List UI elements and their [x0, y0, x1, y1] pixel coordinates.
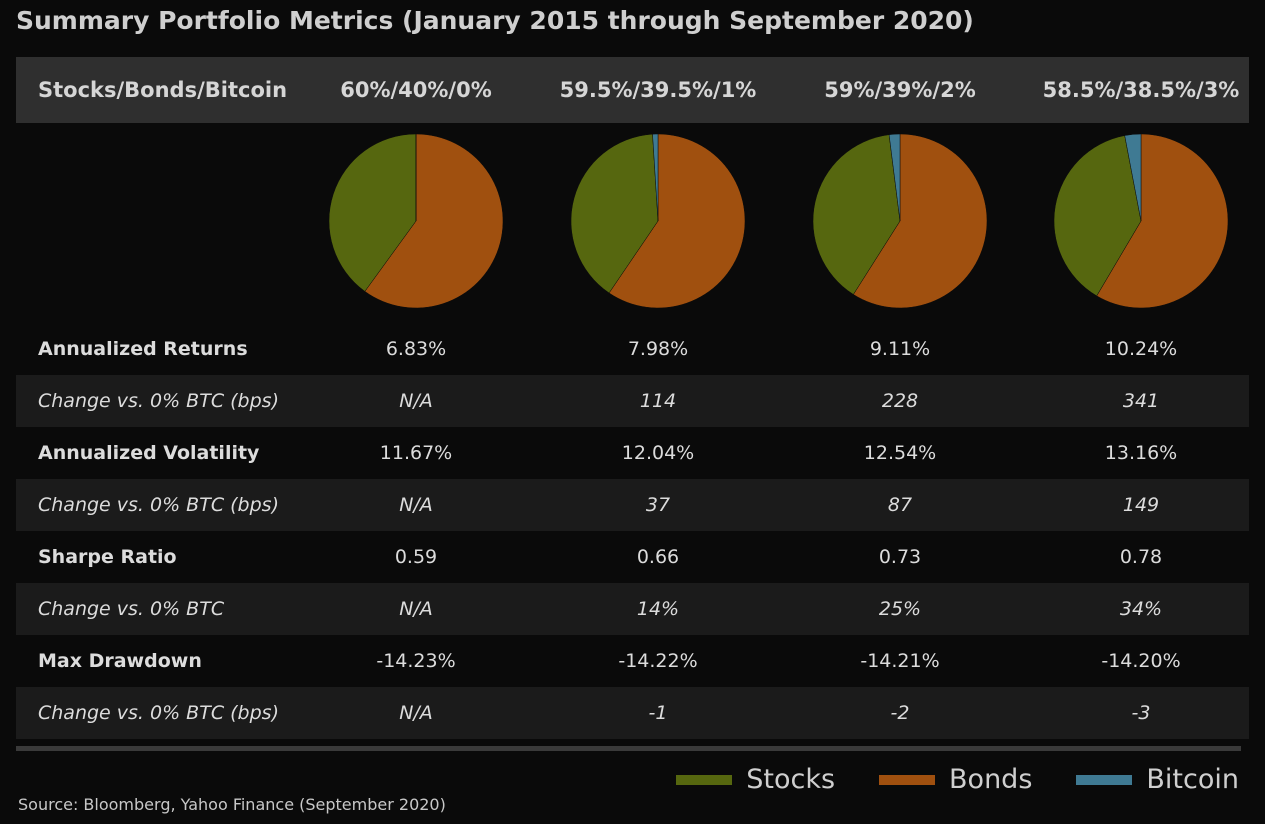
pie-row — [16, 123, 1249, 323]
legend-item: Bitcoin — [1076, 764, 1239, 795]
cell-value: 87 — [887, 494, 913, 516]
cell-value: 12.04% — [621, 442, 695, 464]
cell-value: 59.5%/39.5%/1% — [559, 78, 757, 102]
legend-item: Stocks — [676, 764, 835, 795]
metric-row: Sharpe Ratio 0.59 0.66 0.73 0.78 — [16, 531, 1249, 583]
cell-value: 12.54% — [863, 442, 937, 464]
cell-value: 0.66 — [636, 546, 680, 568]
cell-value: 0.78 — [1119, 546, 1163, 568]
legend-swatch — [676, 774, 733, 785]
cell-value: 58.5%/38.5%/3% — [1042, 78, 1240, 102]
metrics-table: Stocks/Bonds/Bitcoin 60%/40%/0% 59.5%/39.5… — [16, 57, 1249, 739]
cell-value: N/A — [399, 390, 433, 412]
cell-value: -14.22% — [618, 650, 698, 672]
row-label: Stocks/Bonds/Bitcoin — [38, 78, 288, 102]
cell-value: -14.21% — [860, 650, 940, 672]
pie-slice — [812, 134, 901, 295]
cell-value: 149 — [1122, 494, 1160, 516]
header-row: Stocks/Bonds/Bitcoin 60%/40%/0% 59.5%/39.5… — [16, 57, 1249, 123]
cell-value: -14.23% — [376, 650, 456, 672]
pie-slice — [328, 133, 417, 292]
cell-value: -3 — [1131, 702, 1151, 724]
cell-value: 60%/40%/0% — [340, 78, 492, 102]
legend-swatch — [1076, 774, 1133, 785]
pie-slice — [853, 133, 988, 309]
cell-value: 11.67% — [379, 442, 453, 464]
metric-row: Max Drawdown -14.23% -14.22% -14.21% -14.20% — [16, 635, 1249, 687]
pie-slice — [1053, 135, 1142, 297]
metric-row: Annualized Returns 6.83% 7.98% 9.11% 10.24% — [16, 323, 1249, 375]
title: Summary Portfolio Metrics (January 2015 … — [16, 6, 974, 35]
cell-value: -2 — [890, 702, 910, 724]
cell-value: 341 — [1122, 390, 1160, 412]
row-label: Max Drawdown — [38, 650, 202, 672]
pie-slice — [652, 133, 659, 222]
cell-value: 37 — [645, 494, 671, 516]
row-label: Change vs. 0% BTC — [38, 598, 225, 620]
metric-row: Annualized Volatility 11.67% 12.04% 12.54% 1… — [16, 427, 1249, 479]
cell-value: N/A — [399, 702, 433, 724]
cell-value: 7.98% — [627, 338, 689, 360]
cell-value: 14% — [636, 598, 680, 620]
cell-value: 0.73 — [878, 546, 922, 568]
metric-row: Change vs. 0% BTC (bps) N/A 114 228 341 — [16, 375, 1249, 427]
pie-charts — [328, 133, 1229, 309]
cell-value: 9.11% — [869, 338, 931, 360]
cell-value: -14.20% — [1101, 650, 1181, 672]
pie-slice — [608, 133, 746, 309]
row-label: Annualized Volatility — [38, 442, 260, 464]
row-label: Change vs. 0% BTC (bps) — [38, 494, 279, 516]
cell-value: 114 — [639, 390, 677, 412]
pie-slice — [1124, 133, 1142, 222]
cell-value: 59%/39%/2% — [824, 78, 976, 102]
cell-value: 6.83% — [385, 338, 447, 360]
divider — [16, 746, 1241, 751]
row-label: Annualized Returns — [38, 338, 248, 360]
cell-value: N/A — [399, 494, 433, 516]
cell-value: 25% — [878, 598, 922, 620]
cell-value: 10.24% — [1104, 338, 1178, 360]
cell-value: 34% — [1119, 598, 1163, 620]
legend-label: Stocks — [746, 764, 836, 795]
legend-label: Bonds — [949, 764, 1033, 795]
source-note: Source: Bloomberg, Yahoo Finance (Septem… — [18, 795, 446, 814]
metric-row: Change vs. 0% BTC N/A 14% 25% 34% — [16, 583, 1249, 635]
legend-item: Bonds — [879, 764, 1032, 795]
metric-row: Change vs. 0% BTC (bps) N/A -1 -2 -3 — [16, 687, 1249, 739]
pie-slice — [570, 133, 659, 294]
legend: Stocks Bonds Bitcoin — [676, 764, 1239, 795]
cell-value: -1 — [648, 702, 668, 724]
cell-value: 13.16% — [1104, 442, 1178, 464]
metric-row: Change vs. 0% BTC (bps) N/A 37 87 149 — [16, 479, 1249, 531]
cell-value: N/A — [399, 598, 433, 620]
legend-swatch — [879, 774, 936, 785]
row-label: Change vs. 0% BTC (bps) — [38, 390, 279, 412]
pie-slice — [364, 133, 504, 309]
cell-value: 228 — [881, 390, 919, 412]
pie-slice — [1096, 133, 1229, 309]
row-label: Change vs. 0% BTC (bps) — [38, 702, 279, 724]
legend-label: Bitcoin — [1146, 764, 1239, 795]
pie-slice — [888, 133, 901, 222]
row-label: Sharpe Ratio — [38, 546, 177, 568]
cell-value: 0.59 — [394, 546, 438, 568]
